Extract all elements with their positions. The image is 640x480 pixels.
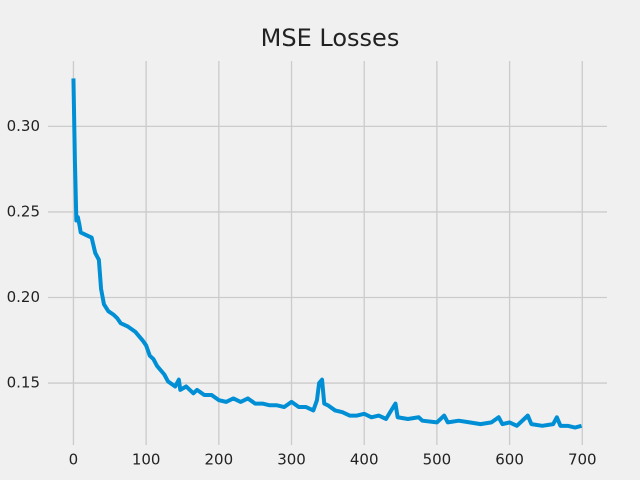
y-tick-label: 0.25: [7, 202, 40, 220]
y-tick-label: 0.30: [7, 117, 40, 135]
x-tick-label: 400: [350, 451, 379, 469]
x-tick-label: 600: [495, 451, 524, 469]
line: [71, 78, 583, 430]
x-tick-label: 0: [69, 451, 79, 469]
x-tick-label: 200: [205, 451, 234, 469]
x-tick-label: 500: [423, 451, 452, 469]
x-tick-label: 100: [132, 451, 161, 469]
x-tick-label: 700: [568, 451, 597, 469]
y-tick-label: 0.20: [7, 288, 40, 306]
x-tick-label: 300: [277, 451, 306, 469]
chart-title: MSE Losses: [261, 24, 400, 52]
y-tick-label: 0.15: [7, 374, 40, 392]
